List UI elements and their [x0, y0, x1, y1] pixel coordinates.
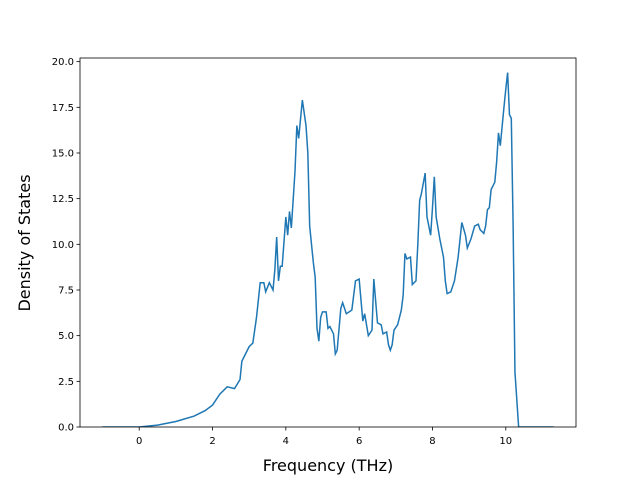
y-tick-label: 5.0 [58, 331, 74, 342]
y-tick-label: 15.0 [52, 148, 74, 159]
plot-frame [79, 57, 577, 428]
x-tick-label: 2 [209, 436, 215, 447]
y-tick-label: 2.5 [58, 377, 74, 388]
line [102, 72, 554, 427]
x-tick-label: 0 [136, 436, 142, 447]
x-axis-label: Frequency (THz) [263, 456, 393, 475]
y-tick-label: 7.5 [58, 285, 74, 296]
y-tick-label: 12.5 [52, 194, 74, 205]
x-tick-label: 4 [283, 436, 289, 447]
y-axis-label: Density of States [15, 174, 34, 311]
y-tick-label: 17.5 [52, 103, 74, 114]
y-tick-label: 0.0 [58, 423, 74, 434]
y-tick-label: 10.0 [52, 240, 74, 251]
x-tick-label: 6 [356, 436, 362, 447]
x-tick-label: 8 [429, 436, 435, 447]
y-tick-label: 20.0 [52, 57, 74, 68]
x-tick-label: 10 [499, 436, 512, 447]
